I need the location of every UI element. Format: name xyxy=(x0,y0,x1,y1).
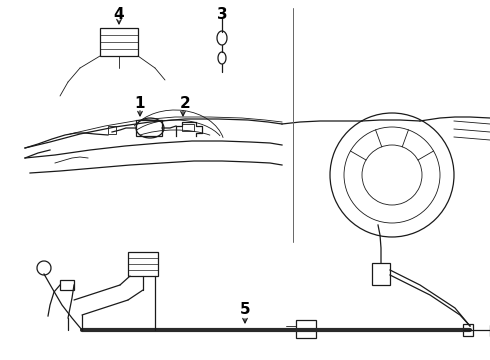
Text: 4: 4 xyxy=(114,6,124,22)
Bar xyxy=(372,263,390,285)
Bar xyxy=(463,324,473,336)
Text: 5: 5 xyxy=(240,302,250,318)
Text: 3: 3 xyxy=(217,6,227,22)
Bar xyxy=(136,120,162,136)
Bar xyxy=(182,124,194,131)
Bar xyxy=(60,280,74,290)
Bar xyxy=(296,320,316,338)
Text: 2: 2 xyxy=(180,95,191,111)
Bar xyxy=(108,126,116,134)
Bar xyxy=(128,252,158,276)
Text: 1: 1 xyxy=(135,95,145,111)
Bar xyxy=(100,28,138,56)
